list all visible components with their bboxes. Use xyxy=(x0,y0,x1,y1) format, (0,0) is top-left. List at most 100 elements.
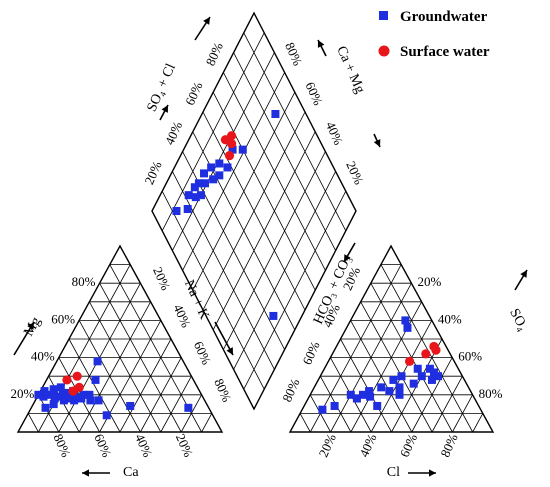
tick-label-na-k: 60% xyxy=(191,339,214,367)
na-k-axis-arrow xyxy=(214,321,234,356)
groundwater-point xyxy=(269,311,278,320)
groundwater-point xyxy=(85,390,94,399)
groundwater-point xyxy=(172,207,181,215)
tick-label-na-k: 20% xyxy=(150,265,173,293)
groundwater-point xyxy=(201,179,210,188)
groundwater-point xyxy=(86,396,95,405)
cation-grid-line xyxy=(78,320,141,433)
groundwater-point xyxy=(385,387,394,396)
groundwater-point xyxy=(183,205,192,214)
marker-layer xyxy=(34,109,443,420)
diamond-grid-line xyxy=(192,92,296,291)
anion-grid-line xyxy=(472,413,484,433)
legend: Groundwater Surface water xyxy=(378,9,490,60)
tick-label-mg: 20% xyxy=(10,386,34,401)
groundwater-point xyxy=(41,403,50,412)
groundwater-point xyxy=(102,411,111,420)
tick-label-mg: 40% xyxy=(31,349,55,364)
tick-label-ca: 80% xyxy=(50,431,73,459)
tick-label-ca: 20% xyxy=(173,431,196,459)
cation-triangle-frame xyxy=(16,244,224,433)
tick-label-layer: 20% 40% 60% 80% 20% 40% 60% 80% 80% 60% 40% 20% 80% 6… xyxy=(10,40,502,460)
groundwater-point xyxy=(58,390,67,399)
groundwater-point xyxy=(228,145,237,154)
diamond-grid-line xyxy=(202,111,306,311)
tick-label-na-k: 80% xyxy=(211,376,234,404)
surface-water-point xyxy=(421,349,431,359)
tick-label-so4: 40% xyxy=(438,311,462,326)
diamond-frame xyxy=(151,11,357,411)
tick-label-hco3-co3: 80% xyxy=(279,376,302,404)
cation-grid-line xyxy=(201,413,213,433)
surface-water-point xyxy=(224,150,235,161)
diamond-grid-line xyxy=(161,32,265,231)
groundwater-point xyxy=(200,169,209,178)
anion-grid-line xyxy=(309,264,402,433)
tick-label-ca-mg: 40% xyxy=(323,119,346,147)
groundwater-point xyxy=(63,388,72,397)
cation-grid-line xyxy=(89,301,162,433)
groundwater-point xyxy=(395,383,404,392)
groundwater-point xyxy=(330,401,339,410)
groundwater-point xyxy=(413,364,422,373)
axis-label-ca: Ca xyxy=(123,465,139,480)
groundwater-point xyxy=(417,372,426,381)
groundwater-point xyxy=(425,364,434,373)
groundwater-point xyxy=(434,372,443,381)
surface-water-point xyxy=(431,345,441,355)
surface-water-point xyxy=(404,356,415,366)
anion-grid-line xyxy=(350,320,413,433)
so4-cl-axis-arrow-top xyxy=(194,16,211,41)
diamond-grid-line xyxy=(182,72,285,271)
groundwater-point xyxy=(65,394,73,403)
groundwater-point xyxy=(59,396,68,405)
groundwater-point xyxy=(238,145,247,154)
groundwater-point xyxy=(389,375,398,384)
tick-label-cl: 80% xyxy=(437,431,460,459)
diamond-grid-line xyxy=(233,52,336,251)
axis-label-so4: SO₄ xyxy=(506,306,530,333)
axis-label-so4-cl: SO₄ + Cl xyxy=(145,61,179,114)
legend-marker-surface-water xyxy=(378,45,390,57)
tick-label-cl: 60% xyxy=(397,431,420,459)
groundwater-point xyxy=(409,379,418,388)
groundwater-point xyxy=(373,401,382,410)
axis-label-ca-mg: Ca + Mg xyxy=(333,44,367,96)
anion-grid-line xyxy=(431,376,463,433)
groundwater-point xyxy=(403,323,412,332)
hco3-co3-axis-arrow xyxy=(343,242,356,263)
groundwater-point xyxy=(194,179,203,188)
groundwater-point xyxy=(215,159,224,168)
axis-label-mg: Mg xyxy=(21,315,44,339)
legend-label-groundwater: Groundwater xyxy=(400,9,488,25)
groundwater-point xyxy=(429,368,438,377)
groundwater-point xyxy=(215,171,224,180)
tick-label-so4-cl: 20% xyxy=(141,159,164,187)
surface-water-point xyxy=(226,139,237,149)
tick-label-ca-mg: 80% xyxy=(282,40,305,68)
anion-grid-line xyxy=(350,301,422,433)
groundwater-point xyxy=(365,387,374,396)
groundwater-point xyxy=(209,175,218,184)
anion-grid-line xyxy=(360,301,433,433)
anion-triangle-frame xyxy=(288,244,495,433)
cation-grid-line xyxy=(160,376,192,433)
anion-grid-line xyxy=(380,264,474,433)
legend-label-surface-water: Surface water xyxy=(400,44,490,60)
cation-grid-line xyxy=(78,301,151,433)
frame-layer xyxy=(16,11,495,433)
groundwater-point xyxy=(190,183,199,192)
cl-axis-arrow xyxy=(408,469,436,477)
groundwater-point xyxy=(40,387,49,396)
tick-label-hco3-co3: 60% xyxy=(299,339,322,367)
tick-label-so4: 60% xyxy=(458,349,482,364)
tick-label-ca-mg: 20% xyxy=(343,159,366,187)
tick-label-na-k: 40% xyxy=(170,302,193,330)
tick-label-cl: 20% xyxy=(316,431,339,459)
groundwater-point xyxy=(207,163,216,172)
groundwater-point xyxy=(346,390,355,399)
tick-label-so4: 20% xyxy=(417,274,441,289)
anion-grid-line xyxy=(299,413,311,433)
tick-label-ca-mg: 60% xyxy=(302,80,325,108)
